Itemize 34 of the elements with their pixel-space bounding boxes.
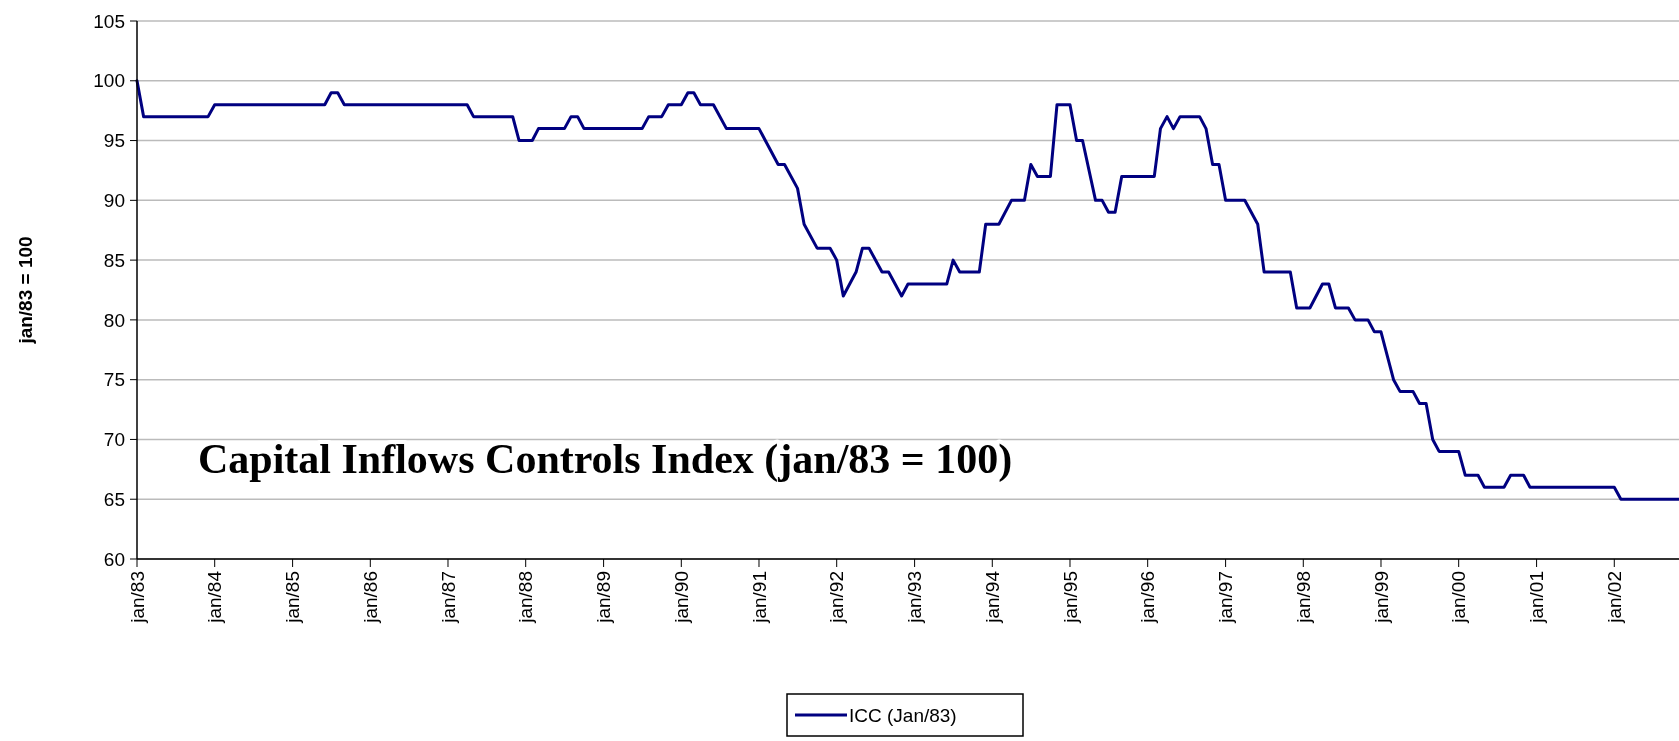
x-tick-label: jan/98 — [1292, 571, 1314, 624]
x-tick-label: jan/87 — [437, 571, 459, 624]
x-tick-label: jan/86 — [359, 571, 381, 624]
x-tick-label: jan/88 — [515, 571, 537, 624]
x-tick-label: jan/95 — [1059, 571, 1081, 624]
y-tick-label: 70 — [103, 429, 125, 451]
x-tick-label: jan/96 — [1137, 571, 1159, 624]
x-tick-label: jan/01 — [1526, 571, 1548, 624]
y-tick-label: 100 — [93, 70, 125, 92]
x-tick-label: jan/83 — [126, 571, 148, 624]
x-tick-label: jan/89 — [593, 571, 615, 624]
x-tick-label: jan/90 — [670, 571, 692, 624]
x-tick-label: jan/93 — [904, 571, 926, 624]
x-tick-label: jan/00 — [1448, 571, 1470, 624]
x-tick-label: jan/91 — [748, 571, 770, 624]
y-tick-label: 80 — [103, 309, 125, 331]
y-tick-label: 60 — [103, 548, 125, 570]
line-series — [135, 79, 1679, 501]
x-tick-label: jan/85 — [282, 571, 304, 624]
y-tick-label: 90 — [103, 189, 125, 211]
y-tick-label: 75 — [103, 369, 125, 391]
y-axis-title: jan/83 = 100 — [15, 236, 36, 345]
x-tick-label: jan/84 — [204, 570, 226, 624]
y-tick-label: 85 — [103, 249, 125, 271]
y-tick-label: 105 — [93, 10, 125, 32]
y-tick-label: 65 — [103, 488, 125, 510]
y-tick-label: 95 — [103, 130, 125, 152]
x-tick-label: jan/02 — [1603, 571, 1625, 624]
text: Capital Inflows Controls Index (jan/83 = 100) — [198, 435, 1013, 483]
x-tick-label: jan/99 — [1370, 571, 1392, 624]
x-tick-label: jan/94 — [981, 570, 1003, 624]
x-tick-label: jan/92 — [826, 571, 848, 624]
legend-label: ICC (Jan/83) — [849, 704, 957, 726]
x-tick-label: jan/97 — [1215, 571, 1237, 624]
